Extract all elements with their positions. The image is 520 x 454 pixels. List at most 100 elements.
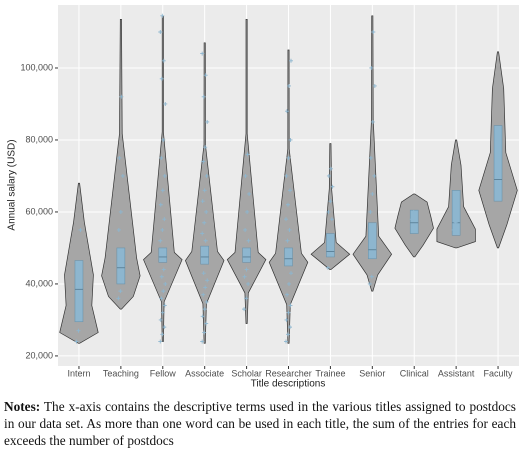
outlier-point (200, 231, 205, 236)
outlier-point (159, 274, 164, 279)
outlier-point (201, 271, 206, 276)
outlier-point (116, 227, 121, 232)
outlier-point (200, 199, 205, 204)
y-tick-label: 100,000 (20, 62, 53, 72)
outlier-point (158, 317, 163, 322)
outlier-point (245, 209, 250, 214)
outlier-point (158, 29, 163, 34)
violin (101, 19, 141, 310)
marks (59, 13, 518, 344)
outlier-point (161, 289, 166, 294)
x-tick-label: Associate (185, 368, 224, 378)
y-tick-label: 60,000 (25, 206, 53, 216)
outlier-point (287, 281, 291, 286)
outlier-point (203, 285, 208, 290)
outlier-point (247, 191, 252, 196)
outlier-point (161, 267, 166, 272)
outlier-point (371, 29, 376, 34)
outlier-point (286, 202, 290, 207)
outlier-point (285, 238, 290, 243)
outlier-point (284, 173, 289, 178)
outlier-point (201, 94, 206, 99)
outlier-point (161, 58, 166, 63)
outlier-point (159, 155, 164, 160)
outlier-point (163, 281, 168, 286)
box (451, 190, 461, 236)
outlier-point (118, 289, 123, 294)
outlier-point (200, 314, 205, 319)
outlier-point (289, 271, 293, 276)
outlier-point (372, 83, 377, 88)
outlier-point (411, 209, 416, 214)
outlier-point (158, 202, 163, 207)
outlier-point (160, 332, 165, 337)
outlier-point (288, 188, 292, 193)
outlier-point (286, 310, 291, 315)
outlier-point (160, 310, 165, 315)
outlier-point (288, 325, 292, 330)
outlier-point (244, 296, 249, 301)
outlier-point (284, 339, 288, 344)
notes-label: Notes: (4, 399, 41, 414)
outlier-point (118, 209, 123, 214)
y-tick-label: 20,000 (25, 350, 53, 360)
box (284, 247, 293, 267)
outlier-point (245, 152, 250, 157)
outlier-point (160, 227, 165, 232)
violin (185, 42, 225, 344)
x-tick-label: Scholar (231, 368, 262, 378)
outlier-point (451, 227, 456, 232)
outlier-point (202, 307, 207, 312)
x-tick-label: Assistant (438, 368, 475, 378)
outlier-point (286, 155, 291, 160)
outlier-point (328, 166, 333, 171)
outlier-point (289, 58, 293, 63)
violin (310, 143, 351, 270)
outlier-point (160, 13, 165, 18)
outlier-point (326, 209, 331, 214)
box (242, 247, 251, 263)
outlier-point (288, 303, 293, 308)
outlier-point (160, 188, 165, 193)
outlier-point (162, 303, 167, 308)
outlier-point (284, 317, 289, 322)
outlier-point (285, 109, 289, 114)
outlier-point (201, 159, 206, 164)
outlier-point (370, 119, 375, 124)
outlier-point (327, 238, 332, 243)
outlier-point (246, 281, 251, 286)
x-axis-label: Title descriptions (251, 379, 326, 390)
box (368, 222, 377, 260)
outlier-point (76, 328, 81, 333)
outlier-point (287, 227, 292, 232)
outlier-point (200, 339, 205, 344)
outlier-point (158, 238, 163, 243)
outlier-point (159, 296, 164, 301)
chart: Title descriptions Annual salary (USD) 2… (7, 5, 519, 390)
outlier-point (202, 188, 207, 193)
outlier-point (162, 173, 167, 178)
violin (352, 15, 393, 292)
box (200, 245, 209, 265)
outlier-point (203, 145, 208, 150)
outlier-point (200, 51, 205, 56)
y-tick-label: 80,000 (25, 134, 53, 144)
outlier-point (205, 278, 210, 283)
outlier-point (161, 137, 166, 142)
violin (268, 49, 309, 344)
outlier-point (243, 227, 248, 232)
box (326, 233, 335, 258)
outlier-point (117, 155, 122, 160)
outlier-point (78, 227, 83, 232)
box (493, 125, 503, 202)
violin (226, 19, 267, 324)
outlier-point (116, 296, 121, 301)
notes: Notes: The x-axis contains the descripti… (4, 398, 516, 449)
outlier-point (162, 217, 167, 222)
outlier-point (370, 191, 375, 196)
outlier-point (453, 220, 458, 225)
outlier-point (328, 199, 333, 204)
outlier-point (204, 209, 209, 214)
outlier-point (203, 73, 208, 78)
outlier-point (371, 227, 376, 232)
